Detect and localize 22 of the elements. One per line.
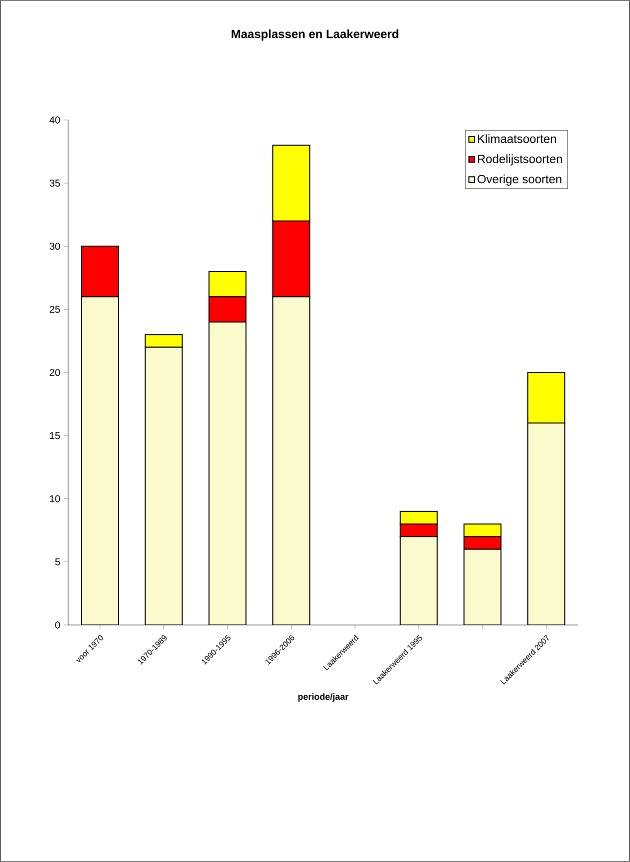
chart-title: Maasplassen en Laakerweerd: [232, 29, 398, 41]
legend-label: Overige soorten: [478, 174, 562, 186]
y-tick-label: 5: [55, 558, 60, 566]
legend-label: Klimaatsoorten: [478, 134, 556, 144]
y-tick-label: 25: [50, 306, 60, 313]
y-tick-label: 20: [50, 368, 60, 376]
bar: [81, 296, 119, 625]
y-tick-label: 40: [50, 116, 60, 124]
y-tick-label: 30: [50, 242, 60, 250]
bar: [464, 548, 502, 625]
bar: [208, 321, 246, 625]
bar: [400, 536, 438, 625]
bar: [144, 346, 183, 625]
bar: [527, 422, 566, 625]
bar: [272, 296, 310, 625]
bar: [144, 334, 183, 348]
y-tick-label: 0: [55, 621, 60, 629]
legend-label: Rodelijstsoorten: [478, 154, 562, 166]
y-tick-label: 15: [50, 432, 60, 440]
x-axis-title: periode/jaar: [298, 693, 348, 702]
y-tick-label: 10: [50, 495, 60, 502]
y-tick-label: 35: [50, 180, 60, 187]
